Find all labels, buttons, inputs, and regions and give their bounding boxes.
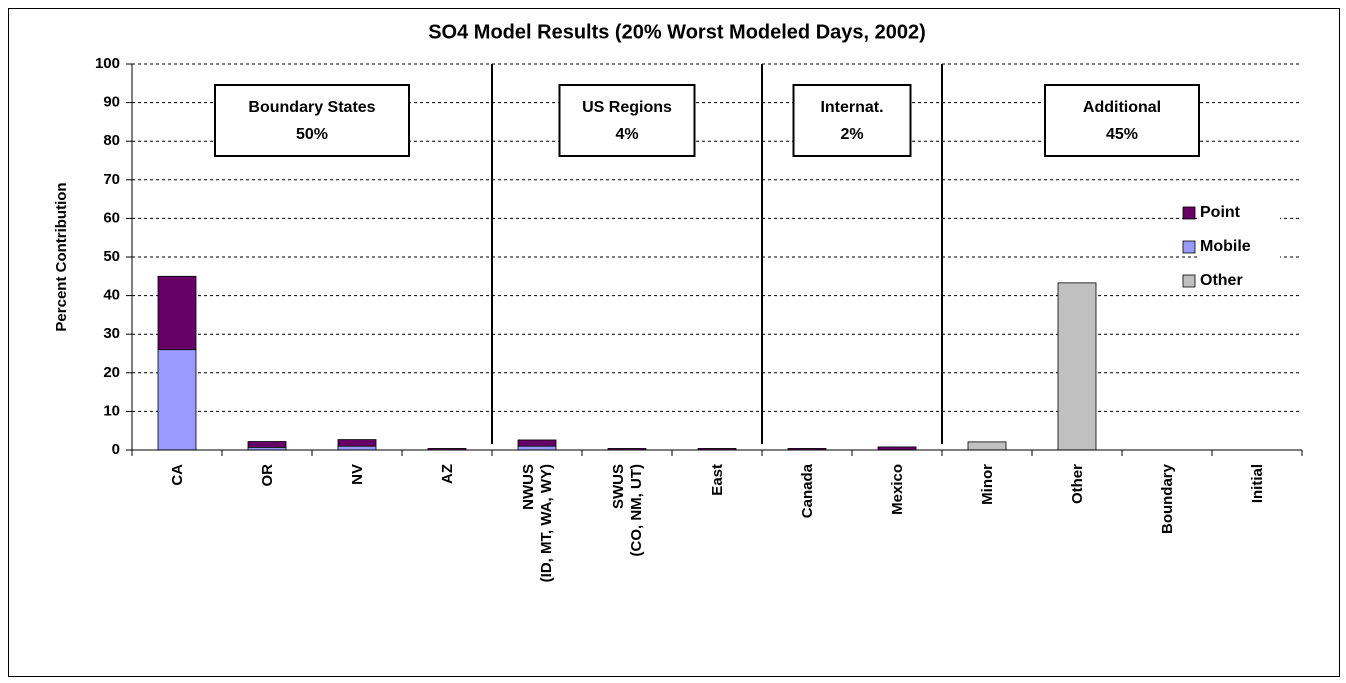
annotation-value: 4% [615,126,638,143]
x-tick-label-line: (ID, MT, WA, WY) [538,464,555,582]
legend-bg [1198,236,1280,258]
x-tick-label: CA [169,464,186,486]
annotation-text: Internat. [820,99,883,116]
bar-segment [157,275,197,351]
x-tick-label: NV [349,464,366,485]
annotation-text: US Regions [582,99,672,116]
x-tick-label: Minor [979,464,996,505]
bar-segment [157,349,197,451]
annotation-value: 2% [840,126,863,143]
y-tick-label: 0 [112,441,120,458]
x-tick-label: East [709,464,726,496]
chart-title: SO4 Model Results (20% Worst Modeled Day… [428,21,926,43]
annotation-box [792,84,912,157]
bar-segment [967,441,1007,451]
bar-segment [247,441,287,448]
x-tick-label: Mexico [889,464,906,515]
y-axis-label: Percent Contribution [53,182,70,331]
bar-segment [337,439,377,447]
annotation-box [214,84,410,157]
legend-bg [1198,202,1280,224]
legend-label: Point [1200,204,1241,221]
annotation-box [558,84,696,157]
y-tick-label: 30 [103,325,120,342]
x-tick-label-line: SWUS [610,464,627,509]
y-tick-label: 60 [103,209,120,226]
y-tick-label: 80 [103,132,120,149]
legend-swatch [1182,206,1196,220]
y-tick-label: 90 [103,94,120,111]
y-tick-label: 40 [103,287,120,304]
bar-segment [1057,282,1097,451]
legend-bg [1198,270,1280,292]
x-tick-label: AZ [439,464,456,484]
x-tick-label: NWUS(ID, MT, WA, WY) [520,464,555,582]
x-tick-label: Canada [799,463,816,518]
annotation-value: 50% [296,126,328,143]
x-tick-label-line: (CO, NM, UT) [628,464,645,556]
x-tick-label: SWUS(CO, NM, UT) [610,464,645,556]
annotation-box [1044,84,1200,157]
y-tick-label: 50 [103,248,120,265]
x-tick-label: OR [259,464,276,487]
legend-swatch [1182,274,1196,288]
y-tick-label: 70 [103,171,120,188]
y-tick-label: 10 [103,402,120,419]
x-tick-label: Other [1069,464,1086,504]
annotation-text: Additional [1083,99,1161,116]
bar-segment [517,439,557,447]
legend-label: Mobile [1200,238,1251,255]
y-tick-label: 20 [103,364,120,381]
x-tick-label: Initial [1249,464,1266,503]
bar-segment [337,445,377,451]
legend-label: Other [1200,272,1243,289]
x-tick-label-line: NWUS [520,464,537,510]
x-tick-label: Boundary [1159,463,1176,534]
y-tick-label: 100 [95,55,120,72]
bar-segment [517,445,557,451]
annotation-value: 45% [1106,126,1138,143]
legend-swatch [1182,240,1196,254]
annotation-text: Boundary States [248,99,375,116]
